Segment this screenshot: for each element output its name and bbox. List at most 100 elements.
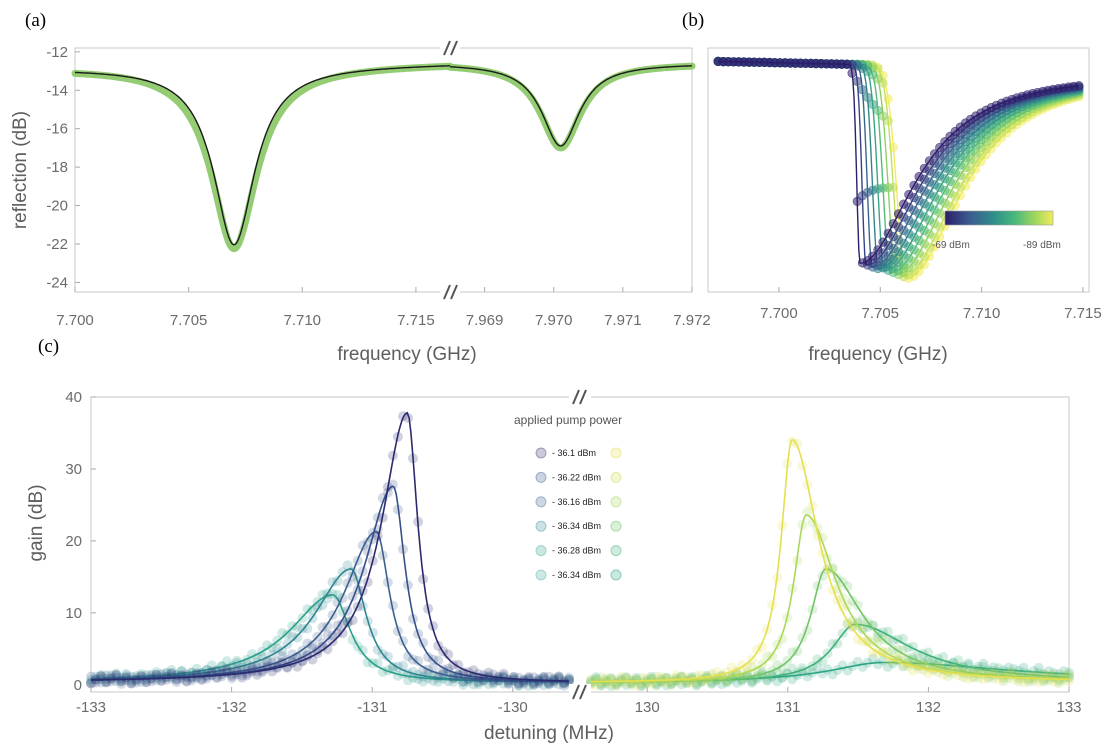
chart-c-xlabel: detuning (MHz): [484, 723, 614, 744]
chart-a-fit-line: [75, 65, 451, 246]
chart-c-x-axis: -133 -132 -131 -130 130 131 132 133: [76, 687, 1082, 716]
chart-c-data-point: [423, 652, 434, 663]
chart-a-plot-area: [71, 62, 696, 253]
chart-c-data-point: [817, 656, 828, 667]
chart-c-data-point: [591, 672, 601, 683]
chart-c-data-point: [923, 647, 934, 658]
chart-c-data-point: [458, 677, 469, 688]
chart-c-data-point: [857, 614, 868, 624]
chart-a-xtick-label: 7.710: [283, 312, 321, 329]
chart-c-data-point: [448, 671, 459, 682]
chart-b-data-point: [878, 237, 888, 247]
chart-c-data-point: [898, 633, 908, 644]
chart-c-data-point: [1023, 669, 1034, 680]
chart-c-data-point: [468, 679, 479, 690]
chart-c-data-point: [302, 604, 313, 615]
chart-b-xlabel: frequency (GHz): [808, 344, 947, 365]
chart-a-ylabel: reflection (dB): [10, 111, 31, 229]
chart-c-data-point: [978, 658, 989, 669]
chart-c-data-point: [221, 663, 232, 674]
chart-c-ytick-label: 0: [74, 677, 82, 694]
chart-c-series-line: [91, 568, 569, 683]
chart-c-data-point: [747, 677, 757, 688]
chart-c-data-point: [297, 623, 308, 634]
chart-c-ytick-label: 20: [65, 533, 82, 550]
chart-c-data-point: [226, 662, 237, 673]
chart-c-data-point: [257, 651, 268, 662]
colorbar-low-label: -69 dBm: [932, 240, 970, 251]
chart-c-data-point: [948, 663, 959, 674]
chart-c-data-point: [292, 652, 303, 663]
chart-c-data-point: [458, 679, 469, 690]
chart-a-ytick-label: -12: [46, 44, 68, 61]
chart-c-data-point: [564, 672, 574, 683]
chart-c-data-point: [151, 669, 162, 680]
chart-c-data-point: [302, 650, 313, 661]
chart-c-data-point: [596, 680, 607, 691]
chart-c-data-point: [686, 677, 697, 688]
chart-c-data-point: [983, 666, 994, 677]
chart-c-data-point: [126, 678, 137, 689]
legend-entry-label: - 36.28 dBm: [552, 546, 601, 556]
chart-c-data-point: [611, 675, 622, 686]
chart-b-data-point: [883, 228, 893, 238]
chart-c-data-point: [538, 671, 549, 682]
panel-label-c: (c): [38, 336, 59, 357]
chart-c-data-point: [377, 666, 388, 677]
chart-c-data-point: [1043, 670, 1054, 681]
chart-c-data-point: [887, 635, 898, 646]
chart-b-data-point: [909, 180, 919, 190]
chart-c-data-point: [787, 663, 798, 674]
chart-c-data-point: [867, 620, 878, 631]
chart-c-data-point: [166, 668, 177, 679]
chart-c-data-point: [651, 671, 662, 682]
chart-b-frame: [707, 47, 1090, 293]
legend-marker-left: [535, 496, 547, 508]
chart-c-data-point: [882, 635, 893, 645]
chart-c-data-point: [513, 680, 524, 691]
chart-c-data-point: [631, 680, 642, 691]
chart-c-xtick-label: -132: [217, 699, 247, 716]
chart-c-data-point: [181, 676, 192, 687]
chart-a-xtick-label: 7.970: [535, 312, 573, 329]
chart-c-data-point: [548, 674, 559, 685]
chart-c-data-point: [86, 678, 96, 689]
chart-a-ytick-label: -22: [46, 236, 68, 253]
chart-c-data-point: [206, 669, 217, 680]
chart-b-data-point: [862, 92, 873, 102]
chart-c-data-point: [787, 647, 798, 658]
chart-c-data-point: [287, 621, 298, 632]
chart-c-data-point: [292, 632, 303, 643]
legend-marker-left: [535, 569, 547, 581]
chart-c-data-point: [892, 652, 903, 663]
chart-c-series-line: [91, 411, 570, 682]
chart-c-data-point: [832, 665, 843, 675]
chart-c-data-point: [538, 680, 549, 691]
chart-c-ytick-label: 10: [65, 605, 82, 622]
chart-a-frame: [74, 47, 693, 293]
chart-c-data-point: [181, 675, 192, 686]
chart-c-data-point: [631, 674, 642, 685]
chart-c-data-point: [111, 670, 122, 680]
chart-c-data-point: [372, 644, 383, 655]
chart-c-data-point: [387, 600, 398, 611]
chart-c-data-point: [666, 673, 677, 684]
chart-b-data-point: [888, 219, 898, 229]
chart-c-data-point: [832, 638, 843, 649]
chart-c-data-point: [807, 667, 818, 678]
chart-b-data-point: [899, 199, 909, 209]
chart-c-data-point: [498, 668, 509, 679]
chart-c-data-point: [1064, 667, 1074, 678]
chart-c-data-point: [882, 655, 893, 666]
chart-a-ytick-label: -14: [46, 82, 68, 99]
chart-c-data-point: [636, 680, 647, 691]
chart-c-data-point: [126, 678, 137, 689]
chart-c-data-point: [403, 675, 413, 686]
chart-b: 7.700 7.705 7.710 7.715 -69 dBm -89 dBm fre…: [707, 47, 1102, 365]
chart-c-data-point: [998, 671, 1009, 682]
chart-c-data-point: [96, 674, 107, 684]
chart-c-data-point: [963, 674, 974, 684]
chart-c-data-point: [277, 646, 288, 657]
chart-c-data-point: [646, 679, 657, 689]
